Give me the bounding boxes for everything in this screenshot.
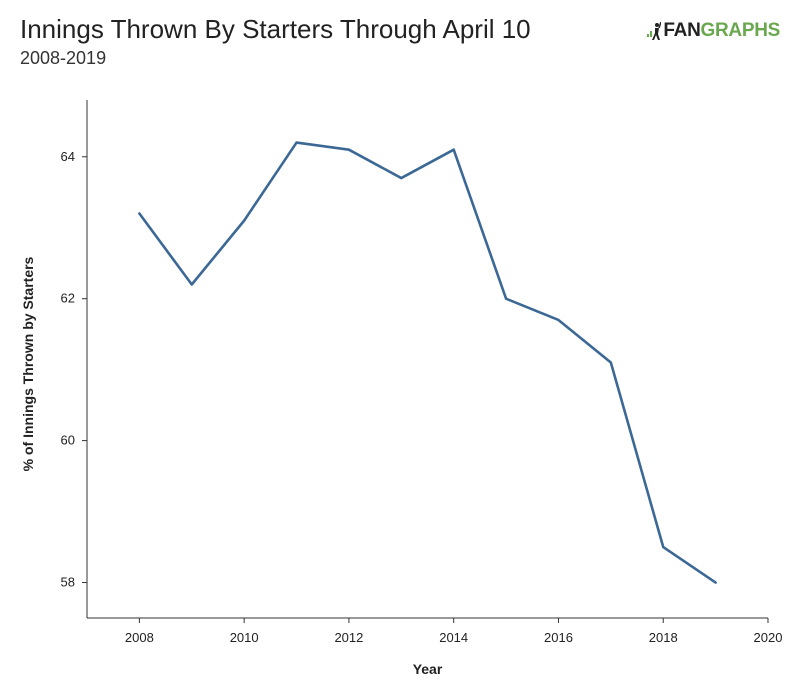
x-axis-ticks: 2008 2010 2012 2014 2016 2018 2020 xyxy=(125,618,783,645)
y-tick-label: 64 xyxy=(61,149,75,164)
x-tick-label: 2010 xyxy=(230,630,259,645)
y-axis-title: % of Innings Thrown by Starters xyxy=(20,256,36,471)
x-tick-label: 2018 xyxy=(649,630,678,645)
chart-series xyxy=(138,141,717,584)
series-line xyxy=(138,141,717,584)
chart-title: Innings Thrown By Starters Through April… xyxy=(20,14,531,44)
chart-subtitle: 2008-2019 xyxy=(20,48,107,68)
x-axis-title: Year xyxy=(413,661,443,677)
batter-icon xyxy=(647,21,663,41)
x-tick-label: 2016 xyxy=(544,630,573,645)
fangraphs-logo: FAN GRAPHS xyxy=(647,20,780,42)
y-tick-label: 62 xyxy=(61,291,75,306)
x-tick-label: 2012 xyxy=(334,630,363,645)
y-tick-label: 58 xyxy=(61,575,75,590)
x-tick-label: 2020 xyxy=(754,630,783,645)
logo-text-graphs: GRAPHS xyxy=(700,20,781,41)
x-tick-label: 2008 xyxy=(125,630,154,645)
chart-axes xyxy=(86,100,768,619)
y-tick-label: 60 xyxy=(61,433,75,448)
y-axis-ticks: 58 60 62 64 xyxy=(61,149,87,590)
logo-text-fan: FAN xyxy=(663,20,701,41)
x-tick-label: 2014 xyxy=(439,630,468,645)
